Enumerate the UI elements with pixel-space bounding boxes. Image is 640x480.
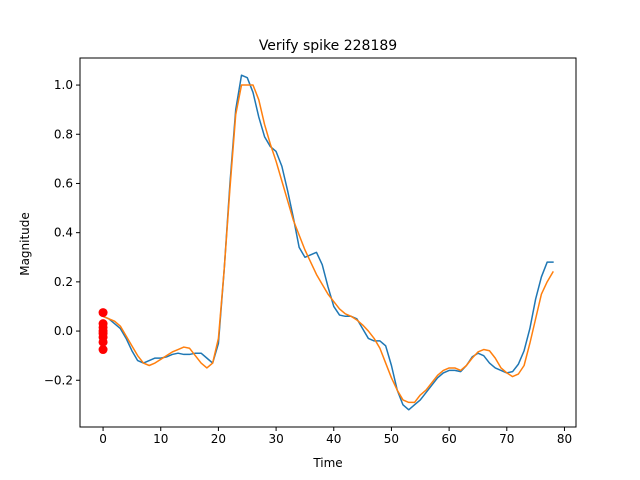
marker-point <box>98 308 108 318</box>
series-2-line <box>102 84 554 404</box>
x-tick-label: 30 <box>268 432 283 446</box>
x-axis-label: Time <box>312 456 342 470</box>
y-tick-label: 1.0 <box>54 78 73 92</box>
x-tick-label: 50 <box>384 432 399 446</box>
y-axis-label: Magnitude <box>18 212 32 276</box>
marker-layer <box>98 308 108 355</box>
marker-point <box>98 337 108 347</box>
x-tick-label: 70 <box>499 432 514 446</box>
chart-title: Verify spike 228189 <box>259 38 397 54</box>
marker-point <box>98 345 108 355</box>
y-tick-label: 0.4 <box>54 226 73 240</box>
y-tick-label: 0.0 <box>54 324 73 338</box>
y-tick-label: 0.6 <box>54 176 73 190</box>
plot-area <box>80 58 576 427</box>
plot-background <box>80 58 576 427</box>
x-tick-label: 40 <box>326 432 341 446</box>
x-tick-label: 80 <box>557 432 572 446</box>
series-1-line <box>102 74 554 411</box>
y-tick-label: 0.2 <box>54 275 73 289</box>
x-tick-label: 60 <box>441 432 456 446</box>
series-layer <box>102 74 554 411</box>
y-tick-label: 0.8 <box>54 127 73 141</box>
axes-layer: 0 10 20 30 40 50 60 70 80 −0.2 0.0 0.2 0.4 0.6 0.8 1.0 <box>44 57 577 446</box>
y-tick-label: −0.2 <box>44 373 73 387</box>
x-tick-label: 10 <box>153 432 168 446</box>
x-tick-label: 0 <box>99 432 107 446</box>
x-tick-label: 20 <box>211 432 226 446</box>
axes-frame <box>79 57 577 428</box>
